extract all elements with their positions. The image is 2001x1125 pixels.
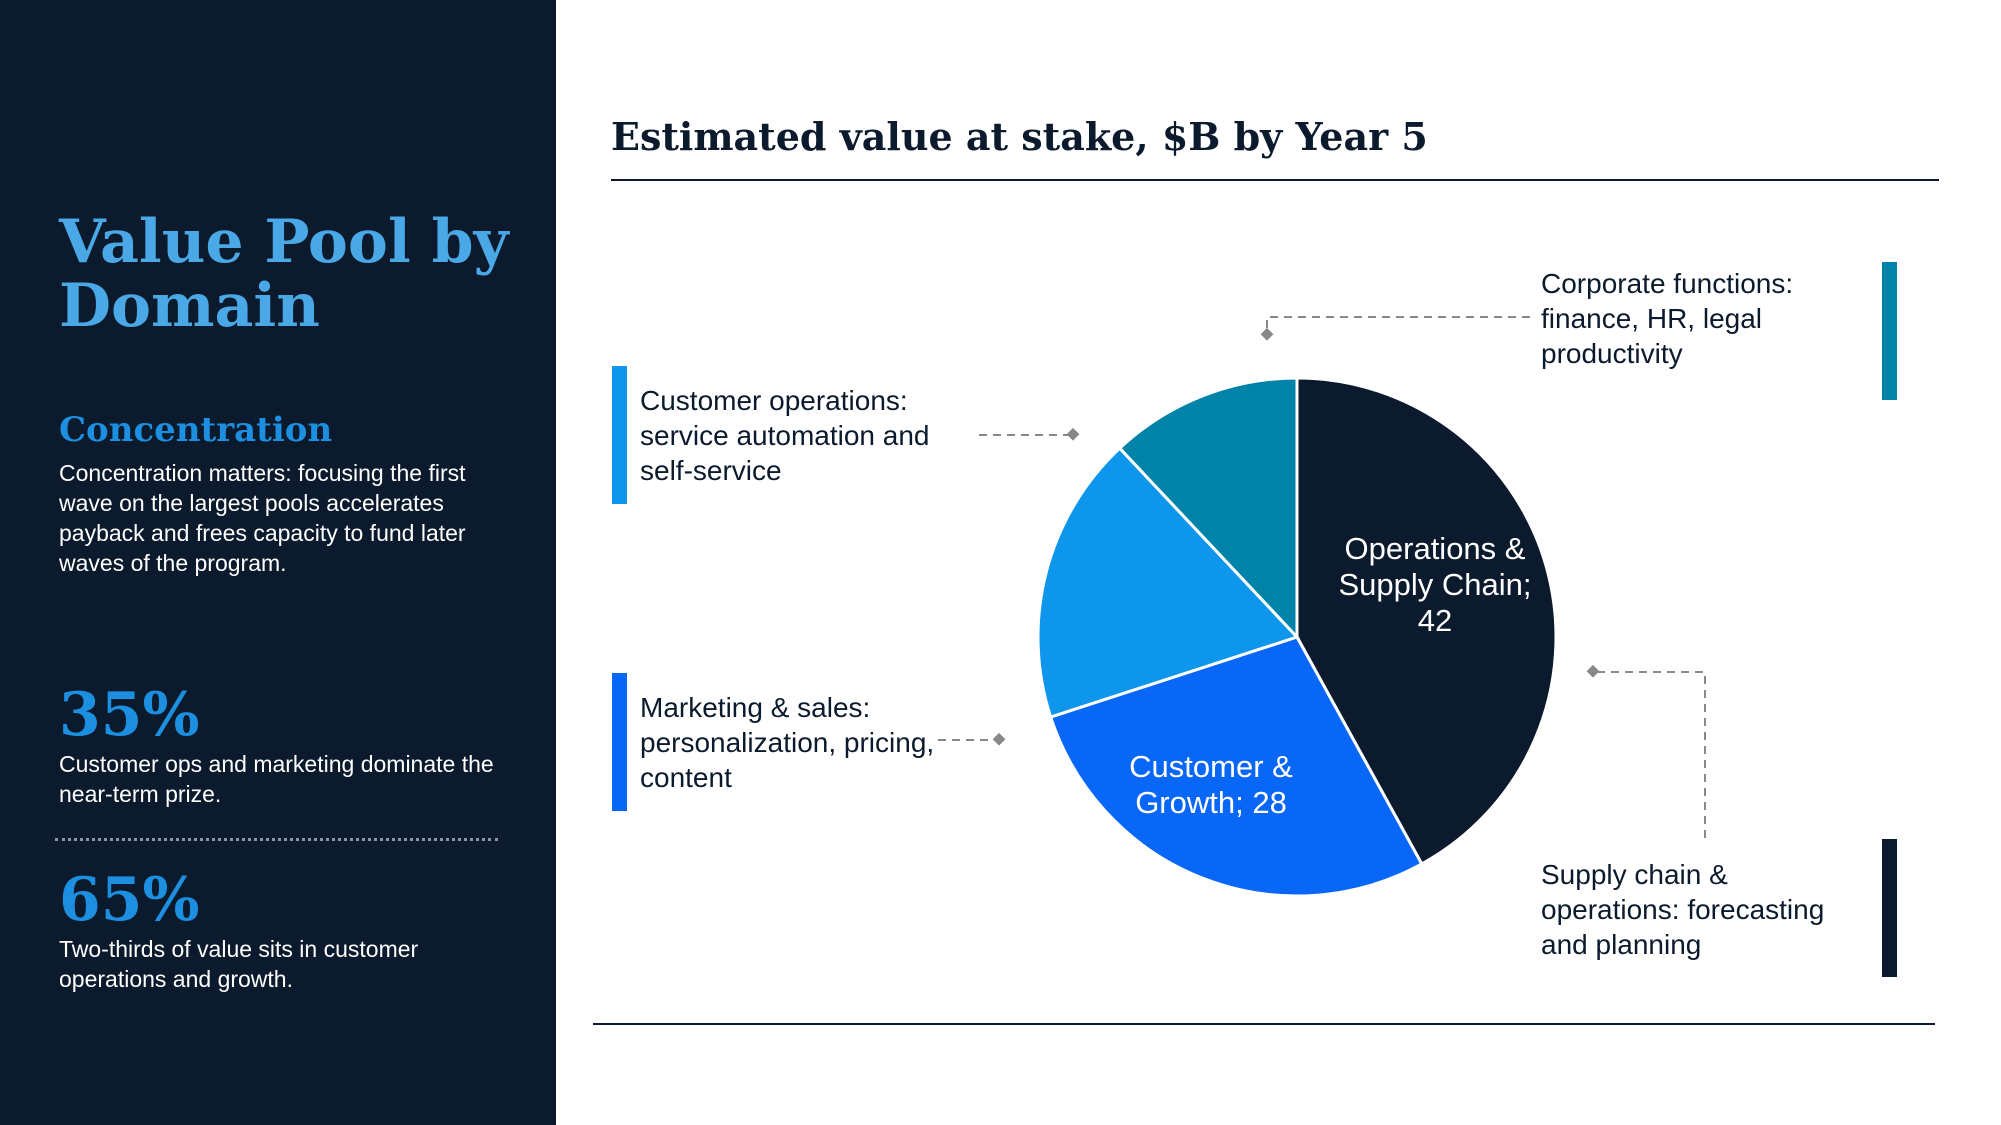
marker-corporate — [1260, 327, 1274, 341]
marker-marketing — [992, 732, 1006, 746]
leader-line-corporate — [1266, 316, 1530, 335]
callout-corporate: Corporate functions: finance, HR, legal … — [1541, 268, 1794, 369]
leader-line-supply-chain — [1597, 671, 1706, 840]
pie-slice-labels: Operations & Supply Chain; 42 Customer & Gro… — [1129, 531, 1531, 820]
sidebar: Value Pool by Domain Concentration Conce… — [0, 0, 556, 1125]
callout-supply-chain: Supply chain & operations: forecasting a… — [1541, 859, 1825, 960]
stat-text-1: Customer ops and marketing dominate the … — [59, 751, 494, 807]
title-rule — [611, 179, 1939, 181]
stat-value-1: 35% — [59, 680, 200, 750]
leader-lines — [938, 316, 1706, 840]
stat-value-2: 65% — [59, 865, 200, 935]
marker-supply-chain — [1586, 664, 1600, 678]
callout-customer-ops: Customer operations: service automation … — [640, 385, 930, 486]
pie-slice-2 — [1048, 635, 1424, 898]
accent-bar-customer-ops — [612, 366, 627, 504]
accent-bar-marketing — [612, 673, 627, 811]
stat-text-2: Two-thirds of value sits in customer ope… — [59, 936, 419, 992]
section-heading: Concentration — [59, 410, 333, 450]
accent-bar-supply-chain — [1882, 839, 1897, 977]
pie-slice-label-1: Operations & Supply Chain; 42 — [1338, 531, 1531, 638]
accent-bar-corporate — [1882, 262, 1897, 400]
section-body: Concentration matters: focusing the firs… — [59, 460, 466, 576]
callout-marketing: Marketing & sales: personalization, pric… — [640, 692, 935, 793]
pie-slice-label-2: Customer & Growth; 28 — [1129, 749, 1293, 820]
pie-slice-1 — [1295, 376, 1558, 867]
pie-slices — [1036, 376, 1558, 898]
pie-slice-4 — [1117, 376, 1299, 641]
bottom-rule — [593, 1023, 1935, 1025]
pie-slice-3 — [1036, 446, 1300, 719]
chart-title: Estimated value at stake, $B by Year 5 — [611, 114, 1428, 159]
stat-divider — [55, 838, 498, 841]
page-title: Value Pool by Domain — [59, 207, 509, 341]
marker-customer-ops — [1066, 427, 1080, 441]
